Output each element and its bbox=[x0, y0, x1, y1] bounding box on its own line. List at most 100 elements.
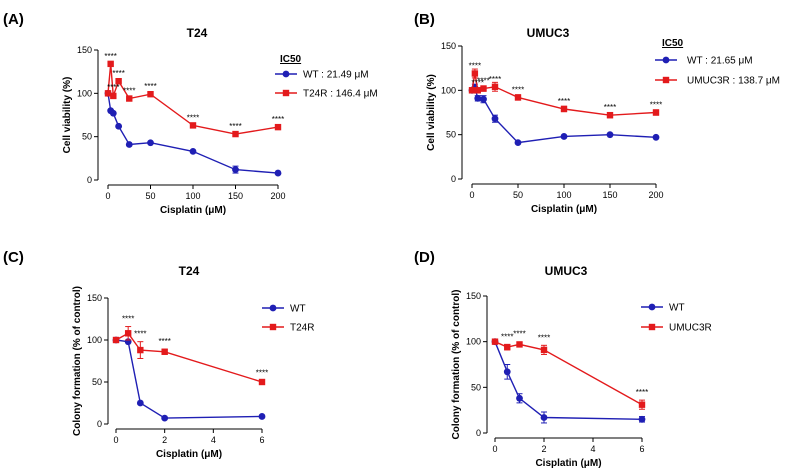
y-tick-label: 0 bbox=[97, 419, 102, 429]
significance-label: **** bbox=[158, 337, 170, 346]
significance-label: **** bbox=[187, 113, 199, 122]
y-tick-label: 0 bbox=[87, 175, 92, 185]
legend-entry: WT bbox=[669, 303, 685, 314]
significance-label: **** bbox=[144, 82, 156, 91]
data-point bbox=[147, 91, 154, 98]
chart-title: T24 bbox=[179, 264, 200, 278]
legend: WT UMUC3R bbox=[641, 303, 712, 334]
chart-panel-4: (D) UMUC3 0 50 100 150 0 2 4 6 Cisplatin (μM) Colon… bbox=[414, 249, 712, 469]
data-point bbox=[161, 348, 168, 355]
data-point bbox=[274, 169, 282, 177]
data-point bbox=[115, 78, 122, 85]
data-point bbox=[107, 60, 114, 68]
significance-label: **** bbox=[104, 52, 116, 61]
significance-label: **** bbox=[538, 333, 550, 342]
data-point bbox=[652, 109, 660, 116]
significance-label: **** bbox=[123, 87, 135, 96]
x-tick-label: 0 bbox=[492, 444, 497, 454]
data-point bbox=[652, 133, 660, 141]
series-wt bbox=[491, 338, 646, 424]
x-tick-label: 6 bbox=[639, 444, 644, 454]
data-point bbox=[189, 148, 197, 155]
series-line bbox=[494, 341, 643, 420]
significance-label: **** bbox=[513, 330, 525, 339]
significance-label: **** bbox=[512, 85, 524, 94]
legend-marker bbox=[648, 323, 656, 331]
data-point bbox=[560, 105, 568, 113]
legend-title: IC50 bbox=[280, 54, 302, 65]
series-wt bbox=[104, 89, 282, 177]
significance-label: **** bbox=[112, 69, 124, 78]
y-axis-label: Colony formation (% of control) bbox=[451, 290, 462, 440]
legend-marker bbox=[662, 56, 670, 64]
legend-marker bbox=[662, 76, 670, 84]
data-point bbox=[468, 87, 476, 94]
data-point bbox=[474, 94, 482, 102]
y-tick-label: 150 bbox=[441, 41, 456, 51]
x-tick-label: 50 bbox=[145, 191, 155, 201]
data-point bbox=[606, 131, 614, 139]
data-point bbox=[274, 123, 282, 131]
y-tick-label: 100 bbox=[441, 85, 456, 95]
series-umuc3r bbox=[468, 68, 660, 119]
x-axis-label: Cisplatin (μM) bbox=[535, 458, 601, 469]
data-point bbox=[638, 401, 646, 408]
y-tick-label: 50 bbox=[92, 377, 102, 387]
data-point bbox=[258, 378, 266, 386]
significance-label: **** bbox=[229, 122, 241, 131]
data-point bbox=[124, 330, 132, 337]
data-point bbox=[147, 139, 154, 147]
series-wt bbox=[112, 336, 266, 422]
legend-entry: WT bbox=[290, 304, 306, 315]
series-wt bbox=[468, 83, 660, 147]
panel-label: (C) bbox=[3, 249, 24, 266]
data-point bbox=[491, 338, 499, 345]
significance-label: **** bbox=[107, 83, 119, 92]
legend-entry: UMUC3R bbox=[669, 323, 712, 334]
significance-label: **** bbox=[604, 103, 616, 112]
chart-title: UMUC3 bbox=[545, 264, 588, 278]
chart-panel-2: (B) UMUC3 0 50 100 150 0 50 100 150 200 Cisplatin (… bbox=[414, 11, 780, 215]
legend-entry: T24R : 146.4 μM bbox=[303, 89, 378, 100]
data-point bbox=[258, 413, 266, 420]
chart-panel-1: (A) T24 0 50 100 150 0 50 100 150 200 Cisplatin (μM… bbox=[3, 11, 378, 216]
data-point bbox=[504, 343, 511, 351]
data-point bbox=[109, 109, 117, 117]
x-tick-label: 100 bbox=[556, 190, 571, 200]
x-tick-label: 0 bbox=[113, 435, 118, 445]
x-tick-label: 50 bbox=[513, 190, 523, 200]
data-point bbox=[638, 415, 646, 423]
data-point bbox=[104, 90, 112, 97]
legend-marker bbox=[269, 304, 277, 312]
x-tick-label: 2 bbox=[162, 435, 167, 445]
significance-label: **** bbox=[489, 75, 501, 84]
y-tick-label: 150 bbox=[77, 45, 92, 55]
data-point bbox=[115, 122, 123, 130]
significance-label: **** bbox=[501, 332, 513, 341]
x-axis-label: Cisplatin (μM) bbox=[156, 449, 222, 460]
x-tick-label: 6 bbox=[259, 435, 264, 445]
data-point bbox=[540, 346, 548, 354]
series-t24r bbox=[104, 60, 282, 138]
data-point bbox=[480, 85, 487, 92]
significance-label: **** bbox=[122, 315, 134, 324]
x-axis-label: Cisplatin (μM) bbox=[531, 204, 597, 215]
significance-label: **** bbox=[477, 77, 489, 86]
data-point bbox=[474, 87, 481, 94]
y-tick-label: 0 bbox=[451, 174, 456, 184]
series-line bbox=[107, 93, 279, 174]
y-tick-label: 100 bbox=[77, 88, 92, 98]
panel-label: (D) bbox=[414, 249, 435, 266]
panel-label: (A) bbox=[3, 11, 24, 28]
significance-label: **** bbox=[558, 97, 570, 106]
data-point bbox=[514, 139, 522, 147]
data-point bbox=[189, 122, 197, 129]
data-point bbox=[540, 414, 548, 421]
significance-label: **** bbox=[472, 78, 484, 87]
legend-entry: UMUC3R : 138.7 μM bbox=[687, 76, 780, 87]
x-tick-label: 200 bbox=[270, 191, 285, 201]
y-axis-label: Colony formation (% of control) bbox=[72, 286, 83, 436]
legend-title: IC50 bbox=[662, 38, 684, 49]
